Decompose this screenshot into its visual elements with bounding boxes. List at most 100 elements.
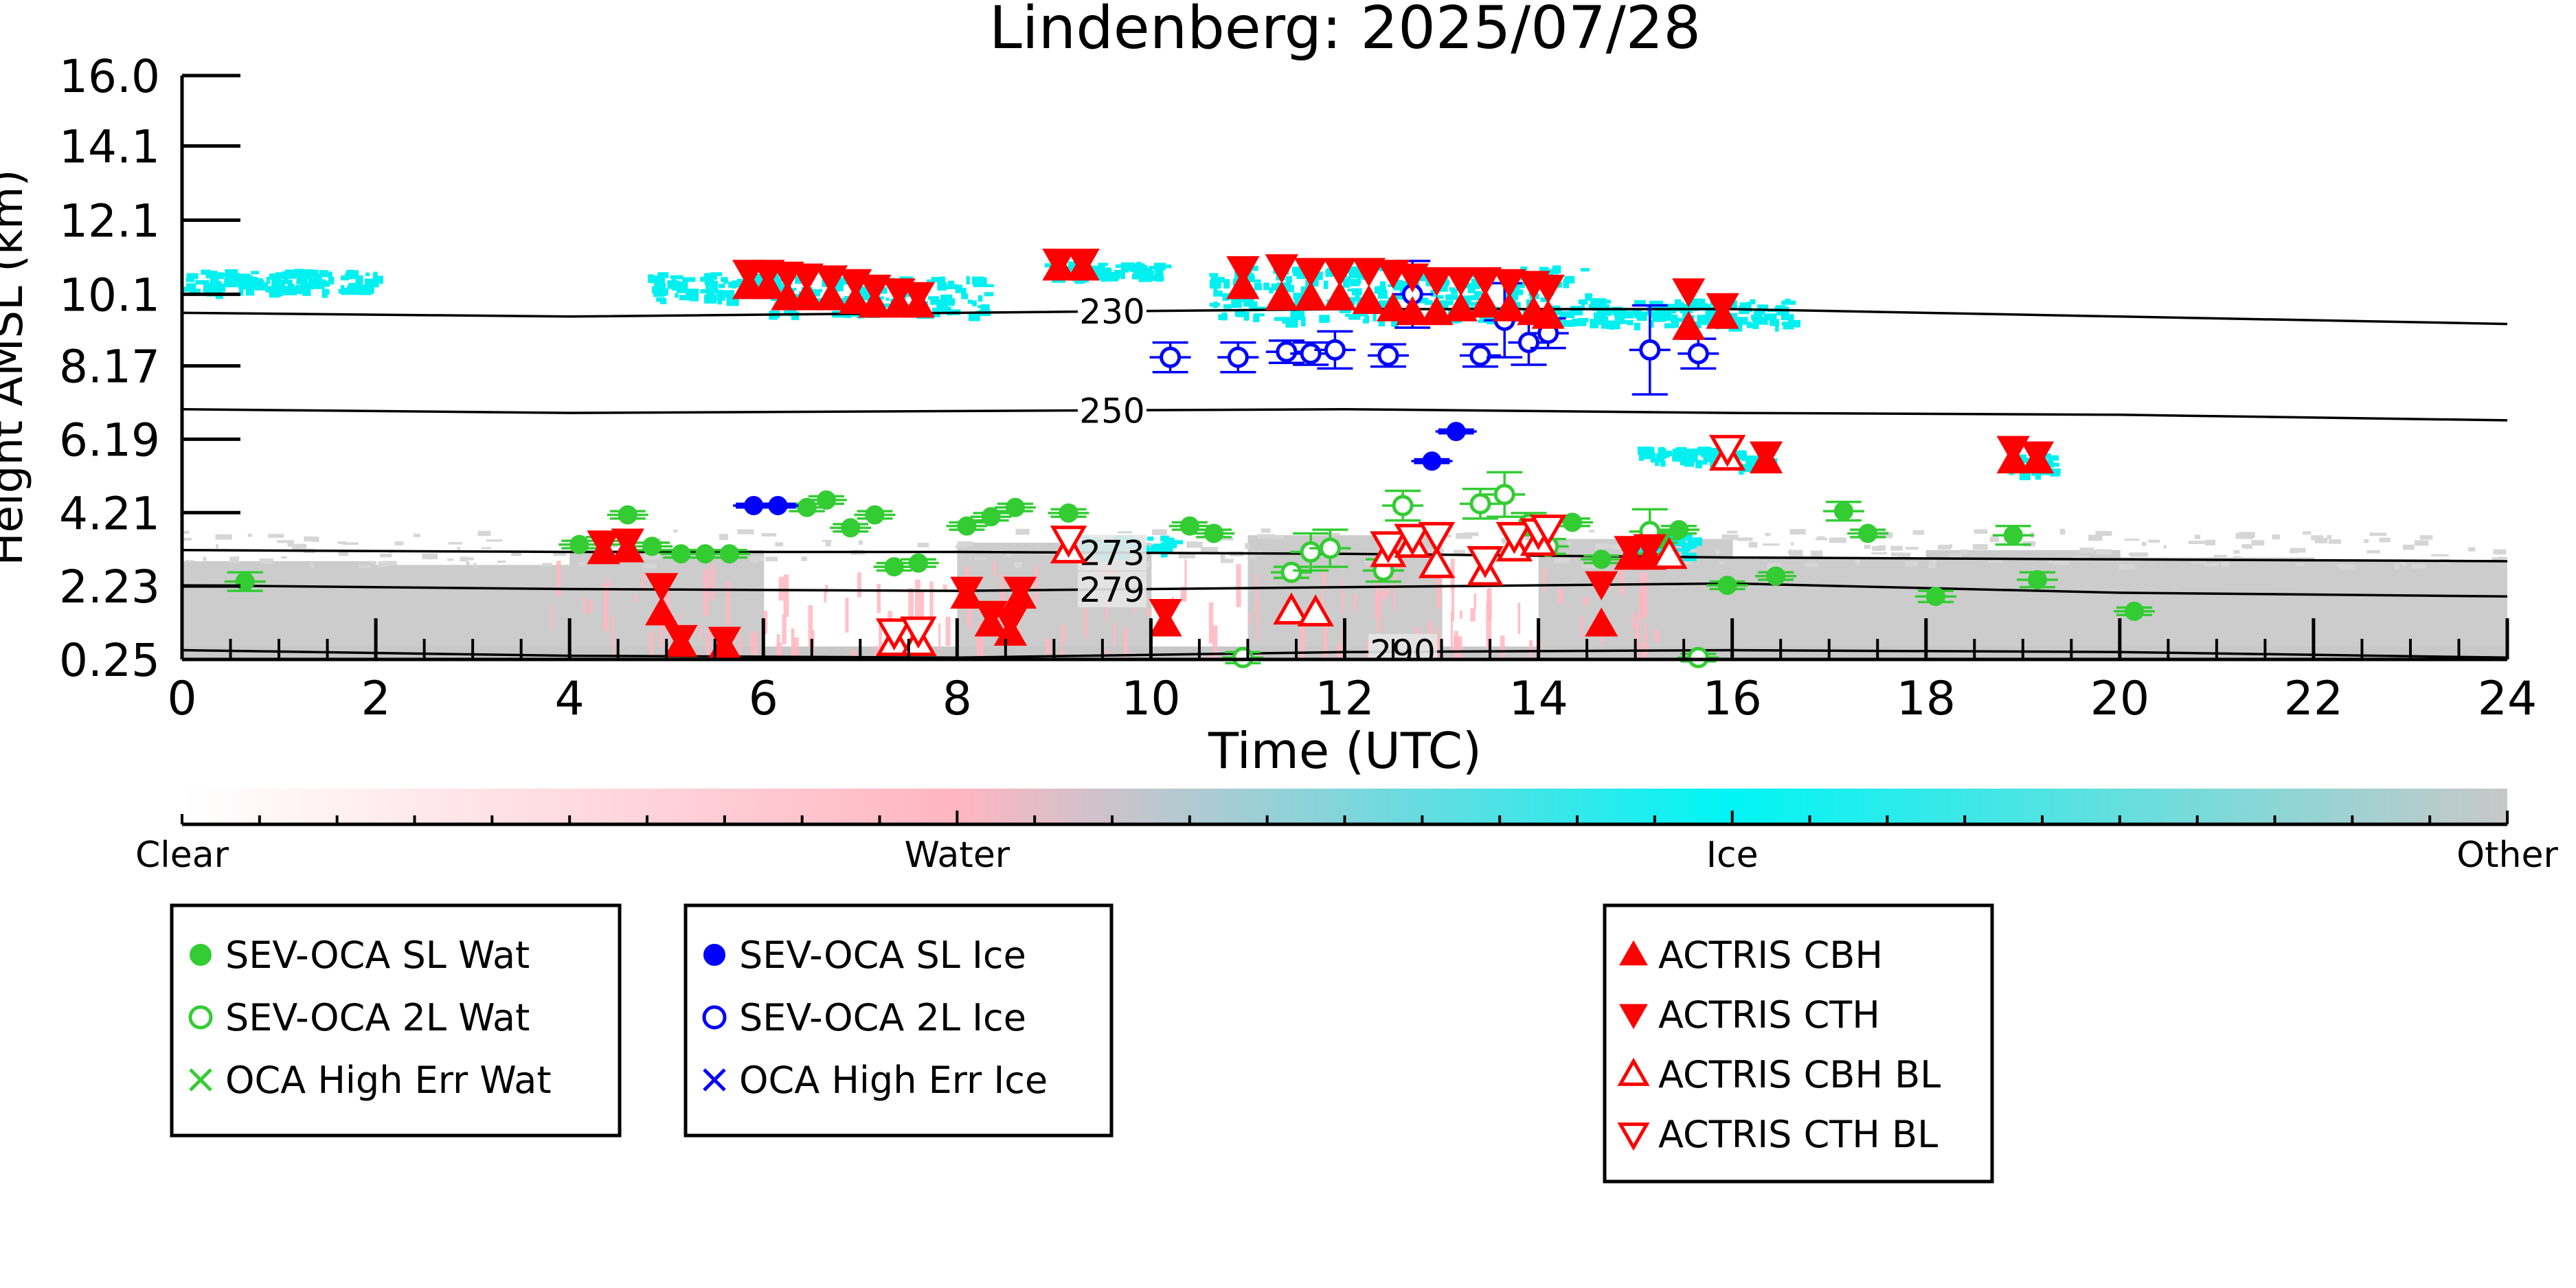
data-point bbox=[981, 507, 1001, 527]
data-point bbox=[1066, 249, 1100, 278]
data-point bbox=[1323, 258, 1357, 287]
data-point bbox=[1226, 256, 1260, 286]
x-tick-label: 24 bbox=[2478, 672, 2538, 726]
legend-box: ACTRIS CBH ACTRIS CTH ACTRIS CBH BL ACTRIS … bbox=[1603, 903, 1994, 1184]
y-tick-label: 2.23 bbox=[59, 561, 160, 613]
data-point bbox=[2124, 601, 2144, 621]
data-point bbox=[814, 265, 848, 295]
legend-marker bbox=[703, 944, 725, 966]
data-point bbox=[1420, 295, 1454, 326]
legend-entry: ACTRIS CBH bbox=[1658, 934, 1883, 977]
legend-marker bbox=[1617, 1122, 1650, 1151]
x-tick-label: 8 bbox=[942, 672, 972, 726]
data-point bbox=[1672, 278, 1706, 308]
data-point bbox=[1042, 249, 1076, 278]
data-point bbox=[1639, 339, 1661, 361]
cloud-classification-background bbox=[182, 261, 2507, 659]
data-point bbox=[1529, 515, 1567, 547]
x-tick-label: 14 bbox=[1509, 672, 1568, 726]
data-point bbox=[1179, 516, 1199, 536]
data-point bbox=[908, 553, 928, 573]
legend-entry: ACTRIS CTH BL bbox=[1658, 1113, 1938, 1156]
legend-entry: ACTRIS CTH bbox=[1658, 993, 1880, 1037]
data-point bbox=[1204, 523, 1224, 543]
data-point bbox=[1273, 592, 1310, 625]
data-point bbox=[1468, 267, 1502, 297]
data-point bbox=[993, 608, 1028, 637]
legend-marker bbox=[190, 944, 212, 966]
series-sev-oca-sl-ice bbox=[733, 422, 1477, 516]
data-point bbox=[1766, 566, 1786, 586]
x-tick-label: 0 bbox=[167, 672, 196, 726]
data-point bbox=[1352, 258, 1386, 287]
data-point bbox=[1925, 587, 1945, 607]
x-tick-label: 4 bbox=[555, 672, 585, 726]
chart-title: Lindenberg: 2025/07/28 bbox=[989, 0, 1701, 63]
data-point bbox=[1050, 526, 1087, 558]
data-point bbox=[1420, 267, 1454, 297]
data-point bbox=[1160, 346, 1182, 368]
x-tick-label: 16 bbox=[1702, 672, 1762, 726]
legend-entry: SEV-OCA SL Wat bbox=[225, 934, 530, 977]
x-axis-label: Time (UTC) bbox=[1208, 722, 1482, 780]
data-point bbox=[1396, 295, 1430, 326]
data-point bbox=[1059, 503, 1078, 523]
contour-label: 230 bbox=[1079, 292, 1144, 332]
colorbar-label: Clear bbox=[135, 835, 229, 876]
contour-label: 250 bbox=[1079, 391, 1144, 431]
x-tick-label: 2 bbox=[361, 672, 390, 726]
data-point bbox=[1468, 289, 1502, 318]
data-point bbox=[1376, 292, 1410, 321]
y-tick-label: 8.17 bbox=[59, 341, 160, 394]
data-point bbox=[664, 624, 698, 655]
contour-line bbox=[182, 407, 2507, 422]
legend-marker bbox=[1617, 1057, 1650, 1086]
data-point bbox=[768, 496, 788, 516]
data-point bbox=[2020, 441, 2055, 471]
legend-marker bbox=[189, 1068, 212, 1092]
data-point bbox=[1392, 495, 1414, 517]
y-axis-label: Height AMSL (km) bbox=[0, 170, 33, 566]
y-tick-label: 4.21 bbox=[59, 487, 160, 540]
data-point bbox=[901, 282, 936, 311]
data-point bbox=[645, 573, 679, 602]
data-point bbox=[645, 596, 679, 626]
y-tick-label: 14.1 bbox=[59, 121, 160, 174]
axes: 0 2 4 6 8 10 12 14 16 18 20 22 240.252.234.216.198.1… bbox=[59, 50, 2537, 726]
data-point bbox=[839, 284, 872, 315]
data-point bbox=[2027, 569, 2047, 589]
data-point bbox=[900, 616, 937, 649]
data-point bbox=[1633, 534, 1667, 563]
data-point bbox=[1562, 512, 1582, 532]
legend-entry: OCA High Err Wat bbox=[225, 1059, 552, 1102]
data-point bbox=[1422, 451, 1442, 471]
data-point bbox=[814, 281, 848, 310]
data-point bbox=[1377, 344, 1399, 366]
legend-box: SEV-OCA SL Wat SEV-OCA 2L Wat OCA High Err… bbox=[170, 903, 622, 1138]
data-point bbox=[1996, 436, 2030, 465]
data-point bbox=[1324, 339, 1346, 361]
data-point bbox=[719, 544, 739, 564]
x-tick-label: 10 bbox=[1121, 672, 1181, 726]
x-tick-label: 6 bbox=[749, 672, 778, 726]
data-point bbox=[1265, 281, 1298, 310]
data-point bbox=[1418, 545, 1456, 578]
legend-entry: SEV-OCA SL Ice bbox=[739, 934, 1026, 977]
data-point bbox=[875, 618, 913, 651]
data-point bbox=[1444, 292, 1478, 321]
data-point bbox=[1669, 520, 1689, 540]
data-point bbox=[1672, 310, 1706, 340]
colorbar-label: Other bbox=[2456, 835, 2558, 876]
series-sev-oca-2l-ice bbox=[1149, 260, 1719, 396]
legend-entry: OCA High Err Ice bbox=[739, 1059, 1048, 1102]
contour-label: 290 bbox=[1370, 633, 1435, 673]
data-point bbox=[884, 557, 904, 577]
data-point bbox=[1446, 422, 1466, 442]
y-tick-label: 12.1 bbox=[59, 194, 160, 247]
data-point bbox=[1352, 284, 1386, 315]
data-point bbox=[1833, 501, 1853, 521]
data-point bbox=[235, 572, 255, 591]
data-point bbox=[1531, 300, 1565, 329]
data-point bbox=[1003, 576, 1037, 606]
